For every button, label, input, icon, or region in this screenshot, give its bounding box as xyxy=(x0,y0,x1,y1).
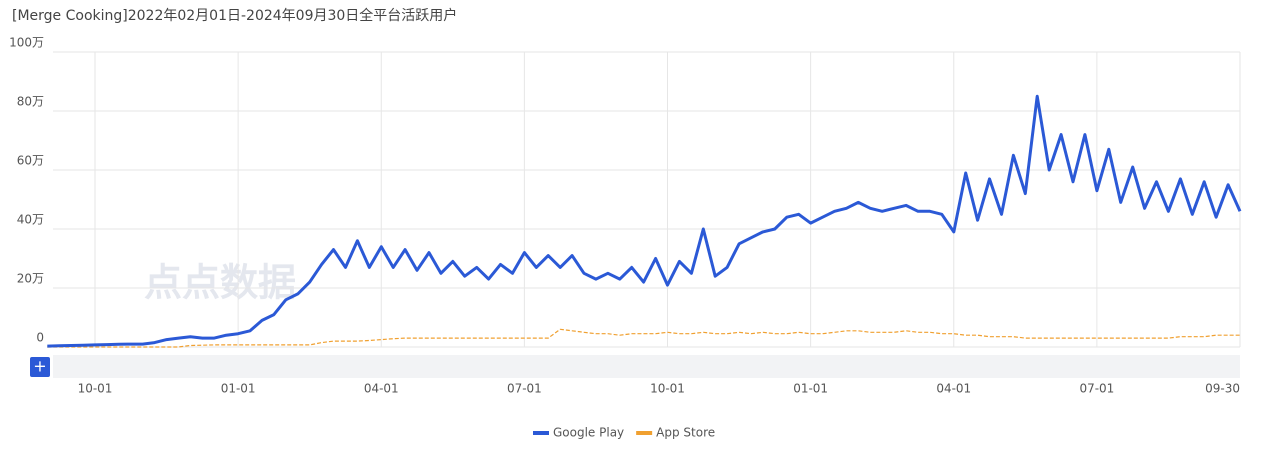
watermark: 点点数据 xyxy=(144,261,296,305)
x-tick-label: 04-01 xyxy=(936,382,971,396)
x-axis-band xyxy=(53,355,1240,378)
series-line xyxy=(47,328,1240,348)
y-tick-label: 0 xyxy=(36,331,44,345)
add-button-label[interactable]: + xyxy=(33,357,46,376)
x-tick-label: 01-01 xyxy=(793,382,828,396)
y-tick-label: 100万 xyxy=(9,36,44,50)
y-tick-label: 80万 xyxy=(17,95,44,109)
series-line xyxy=(47,94,1242,348)
legend-label: Google Play xyxy=(553,426,624,440)
add-button[interactable] xyxy=(30,357,50,377)
x-tick-label: 04-01 xyxy=(364,382,399,396)
y-tick-label: 60万 xyxy=(17,154,44,168)
x-tick-label: 09-30 xyxy=(1205,382,1240,396)
x-tick-label: 07-01 xyxy=(1079,382,1114,396)
x-tick-label: 10-01 xyxy=(650,382,685,396)
chart-title: [Merge Cooking]2022年02月01日-2024年09月30日全平… xyxy=(12,7,457,24)
x-tick-label: 07-01 xyxy=(507,382,542,396)
y-tick-label: 20万 xyxy=(17,272,44,286)
legend-label: App Store xyxy=(656,426,715,440)
x-tick-label: 01-01 xyxy=(221,382,256,396)
y-tick-label: 40万 xyxy=(17,213,44,227)
x-tick-label: 10-01 xyxy=(78,382,113,396)
